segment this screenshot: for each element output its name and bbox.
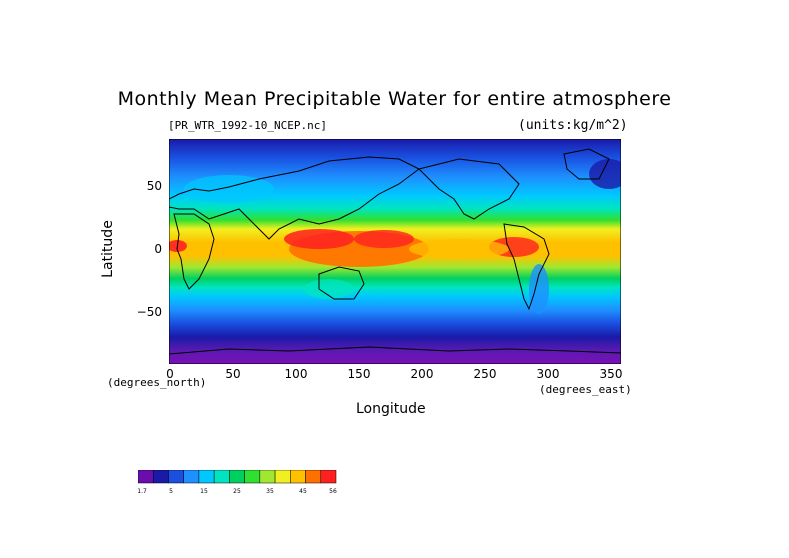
colorbar-level-label: 56: [329, 488, 337, 495]
file-label: [PR_WTR_1992-10_NCEP.nc]: [168, 119, 327, 132]
australia-region: [304, 279, 354, 299]
colorbar-swatch: [259, 470, 276, 484]
units-label: (units:kg/m^2): [518, 118, 628, 133]
colorbar-swatch: [229, 470, 245, 484]
colorbar-level-label: 25: [233, 488, 241, 495]
colorbar-swatch: [183, 470, 200, 484]
x-tick-150: 150: [347, 367, 371, 381]
x-tick-350: 350: [599, 367, 623, 381]
y-unit-label: (degrees_north): [107, 376, 207, 389]
colorbar-swatches: [138, 470, 337, 484]
greenland-dry-region: [589, 159, 621, 189]
warm-pool-core-east: [354, 230, 414, 248]
x-unit-label: (degrees_east): [539, 383, 632, 396]
andes-dry-region: [529, 264, 549, 314]
africa-west-hotspot: [169, 240, 187, 252]
colorbar-swatch: [198, 470, 215, 484]
y-tick-0: 0: [154, 242, 162, 256]
x-tick-100: 100: [284, 367, 308, 381]
east-pacific-itcz: [409, 239, 509, 259]
eurasia-dry-region: [184, 175, 274, 203]
colorbar-level-label: 5: [169, 488, 173, 495]
precipitable-water-map: [169, 139, 621, 364]
colorbar-swatch: [168, 470, 184, 484]
x-tick-250: 250: [473, 367, 497, 381]
colorbar-swatch: [213, 470, 230, 484]
colorbar-swatch: [138, 470, 154, 484]
colorbar-swatch: [244, 470, 261, 484]
x-tick-200: 200: [410, 367, 434, 381]
x-tick-50: 50: [225, 367, 241, 381]
colorbar-swatch: [274, 470, 291, 484]
x-tick-300: 300: [536, 367, 560, 381]
colorbar-swatch: [320, 470, 337, 484]
y-axis-label: Latitude: [100, 220, 116, 278]
y-tick-minus50: −50: [136, 305, 162, 319]
x-axis-label: Longitude: [356, 401, 426, 417]
colorbar-level-label: 45: [299, 488, 307, 495]
warm-pool-core: [284, 229, 354, 249]
colorbar-level-label: -1.7: [138, 488, 147, 495]
colorbar-level-label: 15: [200, 488, 208, 495]
coastlines: [169, 148, 621, 355]
x-tick-0: 0: [166, 367, 174, 381]
colorbar-swatch: [290, 470, 306, 484]
colorbar-level-label: 35: [266, 488, 274, 495]
colorbar-labels: -1.7 5 15 25 35 45 56: [138, 488, 337, 495]
y-tick-50: 50: [146, 179, 162, 193]
chart-title: Monthly Mean Precipitable Water for enti…: [117, 88, 672, 110]
colorbar-swatch: [305, 470, 322, 484]
colorbar-swatch: [152, 470, 169, 484]
colorbar: -1.7 5 15 25 35 45 56: [138, 470, 337, 495]
